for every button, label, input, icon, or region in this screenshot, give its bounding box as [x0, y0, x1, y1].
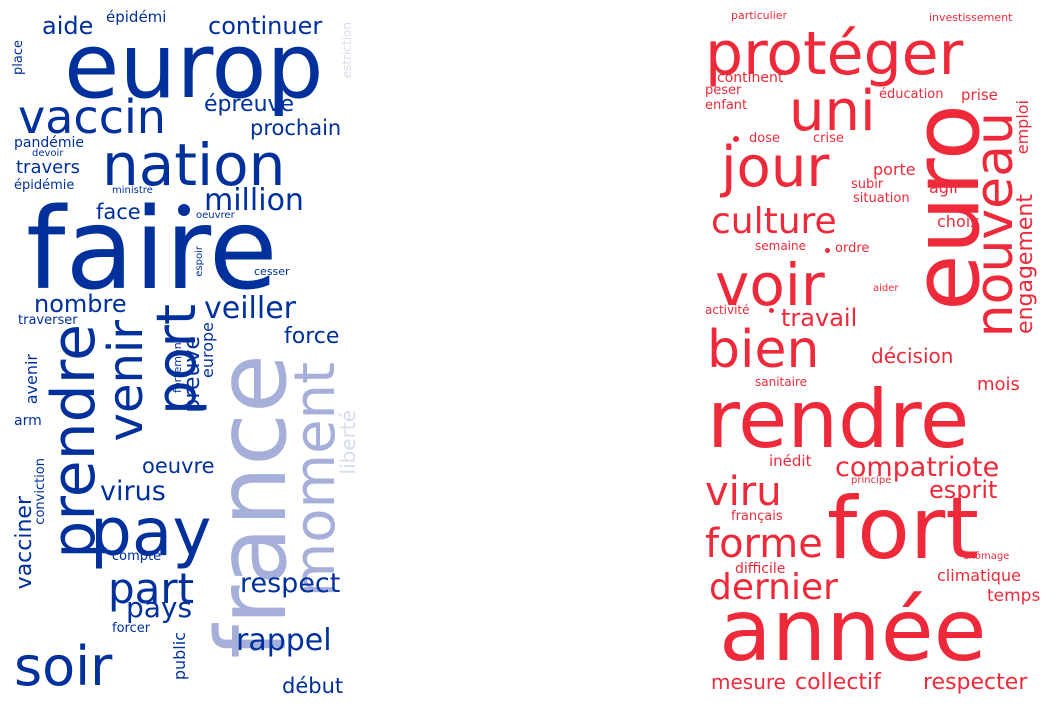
cloud-word: agir: [929, 178, 960, 197]
cloud-word: compte: [112, 549, 162, 564]
cloud-word: subir: [851, 177, 884, 192]
cloud-word: force: [284, 324, 340, 349]
cloud-word: million: [204, 183, 304, 218]
cloud-word: sanitaire: [755, 375, 807, 389]
cloud-word: esprit: [929, 476, 998, 504]
cloud-word: temps: [987, 586, 1041, 606]
cloud-word: fort: [827, 479, 979, 579]
cloud-word: décision: [871, 344, 954, 368]
cloud-word: rendre: [707, 373, 970, 466]
cloud-word: enfant: [705, 98, 748, 113]
cloud-word: difficile: [735, 561, 786, 577]
cloud-word: aide: [42, 12, 94, 40]
cloud-word: ordre: [835, 241, 870, 256]
cloud-word: traverser: [18, 313, 78, 328]
cloud-word: début: [282, 674, 344, 698]
cloud-word: rappel: [236, 623, 332, 658]
cloud-word: situation: [853, 191, 910, 206]
cloud-word: porte: [873, 160, 916, 179]
cloud-word: jour: [721, 135, 830, 200]
cloud-word: liberté: [336, 410, 360, 475]
cloud-dot: [178, 204, 190, 216]
cloud-word: pandémie: [14, 135, 84, 151]
cloud-word: investissement: [929, 11, 1013, 24]
cloud-word: avenir: [22, 354, 41, 405]
cloud-word: travers: [16, 157, 80, 178]
cloud-word: ministre: [112, 185, 153, 196]
cloud-word: dose: [749, 131, 780, 146]
cloud-word: vaccin: [18, 90, 166, 144]
cloud-word: public: [170, 632, 189, 681]
cloud-word: face: [96, 200, 141, 224]
cloud-word: travail: [781, 304, 858, 332]
cloud-word: compatriote: [835, 452, 1000, 483]
cloud-dot: [825, 248, 830, 253]
cloud-word: prochain: [250, 116, 342, 140]
cloud-word: semaine: [755, 239, 806, 253]
cloud-word: oeuvrer: [196, 210, 235, 221]
cloud-word: voir: [715, 251, 825, 319]
cloud-word: pays: [126, 591, 193, 624]
cloud-word: europ: [64, 14, 324, 119]
cloud-word: nombre: [34, 290, 127, 318]
cloud-word: vacciner: [12, 496, 37, 590]
cloud-word: aider: [873, 283, 899, 294]
word-cloud-left: europ faire nation vaccin aide épidémi c…: [8, 8, 364, 705]
cloud-word: espoir: [194, 246, 205, 277]
cloud-word: devoir: [32, 148, 64, 159]
cloud-word: nation: [102, 131, 286, 199]
cloud-word: respecter: [923, 670, 1028, 695]
cloud-word: moment: [283, 362, 348, 598]
cloud-word: arm: [14, 413, 42, 429]
word-cloud-right: particulier investissement protéger uni …: [697, 8, 1053, 705]
cloud-dot: [769, 308, 774, 313]
cloud-word: pay: [90, 494, 212, 571]
cloud-word: oeuvre: [142, 454, 215, 478]
cloud-word: particulier: [731, 9, 788, 22]
cloud-word: venir: [98, 320, 154, 442]
cloud-word: continent: [717, 70, 784, 86]
cloud-word: bien: [707, 320, 820, 380]
cloud-word: prise: [961, 86, 998, 104]
cloud-word: veiller: [204, 291, 297, 326]
cloud-word: continuer: [208, 12, 323, 40]
cloud-word: peser: [705, 83, 742, 98]
cloud-word: épidémie: [14, 178, 75, 193]
cloud-word: culture: [711, 201, 837, 242]
cloud-word: soir: [14, 635, 113, 698]
cloud-word: choix: [937, 212, 980, 231]
cloud-word: activité: [705, 303, 750, 317]
cloud-word: français: [731, 509, 783, 524]
cloud-word: viru: [705, 469, 782, 515]
cloud-word: mois: [977, 374, 1020, 395]
cloud-word: virus: [100, 476, 166, 507]
cloud-word: estriction: [340, 22, 354, 79]
cloud-word: inédit: [769, 452, 812, 470]
cloud-word: forme: [705, 521, 823, 567]
cloud-word: dernier: [709, 567, 838, 608]
cloud-word: épreuve: [204, 92, 295, 117]
cloud-word: uni: [789, 79, 876, 144]
cloud-word: part: [108, 564, 195, 613]
cloud-word: principe: [851, 475, 892, 486]
cloud-word: faire: [26, 185, 278, 315]
cloud-word: épidémi: [106, 8, 167, 26]
cloud-dot: [733, 136, 739, 142]
cloud-word: respect: [240, 568, 341, 599]
cloud-word: cesser: [254, 265, 290, 278]
cloud-word: année: [719, 581, 987, 681]
cloud-word: crise: [813, 131, 844, 146]
cloud-word: place: [11, 40, 26, 75]
cloud-word: mesure: [711, 670, 786, 694]
cloud-word: chômage: [963, 551, 1010, 562]
cloud-word: protéger: [705, 19, 964, 89]
cloud-word: fortement: [171, 338, 184, 393]
cloud-word: éducation: [879, 87, 944, 102]
cloud-word: climatique: [937, 566, 1021, 585]
cloud-word: forcer: [112, 621, 151, 636]
cloud-word: collectif: [795, 670, 881, 695]
cloud-word: engagement: [1013, 194, 1038, 334]
